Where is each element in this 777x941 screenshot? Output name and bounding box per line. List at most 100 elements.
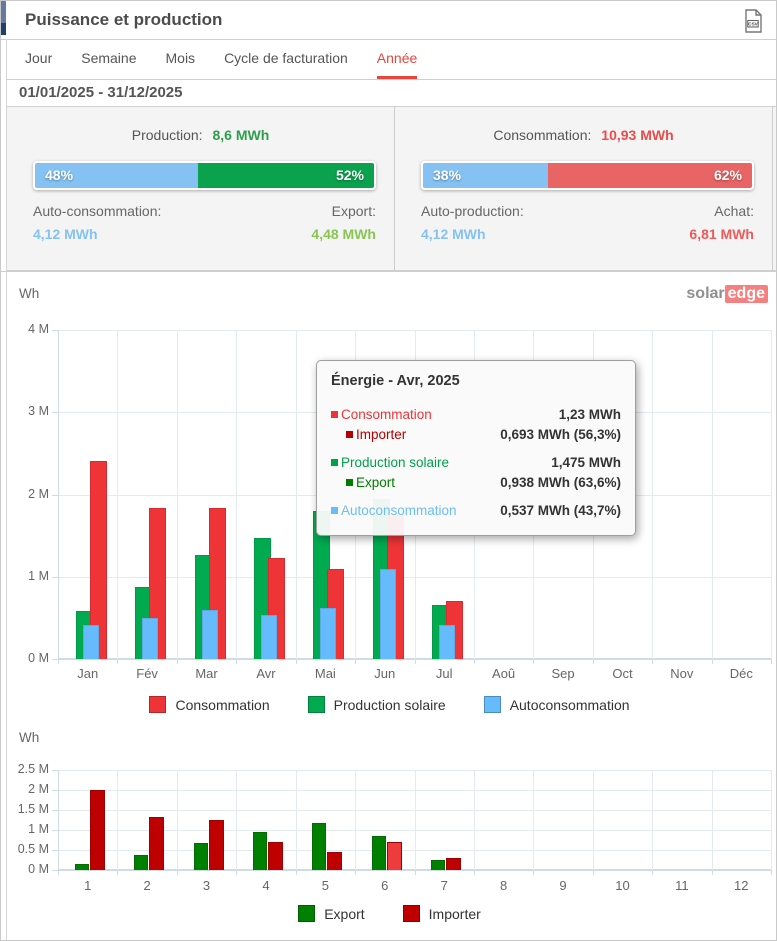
bar-importer-5[interactable] <box>327 852 343 870</box>
legend-label: Export <box>324 905 365 922</box>
x-tick-label: Mar <box>195 666 218 681</box>
x-tick-label: 12 <box>734 878 749 893</box>
selfproduction-stat: Auto-production: 4,12 MWh <box>421 203 524 242</box>
x-tick-label: 8 <box>499 878 508 893</box>
x-axis-tick <box>652 659 654 664</box>
x-tick-label: Aoû <box>492 666 516 681</box>
gridline-vertical <box>711 330 713 659</box>
tooltip-series-swatch-icon <box>331 507 338 514</box>
gridline-vertical <box>533 770 535 870</box>
chart-legend: Export Importer <box>1 905 776 922</box>
legend-item-production-solaire[interactable]: Production solaire <box>307 696 446 713</box>
nav-edge-strip-dark <box>1 23 6 35</box>
gridline-vertical <box>652 770 654 870</box>
bar-importer-7[interactable] <box>446 858 462 870</box>
bar-autoconsommation-jan[interactable] <box>82 625 99 659</box>
tab-jour[interactable]: Jour <box>25 50 53 66</box>
gridline-vertical <box>117 770 119 870</box>
x-axis-tick <box>176 870 178 875</box>
y-tick-label: 1 M <box>28 568 49 583</box>
consumption-title: Consommation: 10,93 MWh <box>395 127 772 143</box>
legend-item-importer[interactable]: Importer <box>402 905 481 922</box>
bar-export-6[interactable] <box>371 836 386 870</box>
bar-export-2[interactable] <box>134 855 149 870</box>
bar-autoconsommation-mai[interactable] <box>320 608 337 659</box>
gridline-vertical <box>711 770 713 870</box>
gridline-vertical <box>652 330 654 659</box>
x-tick-label: 9 <box>559 878 567 893</box>
legend-label: Importer <box>428 905 481 922</box>
selfproduction-label: Auto-production: <box>421 203 524 219</box>
bar-autoconsommation-fev[interactable] <box>142 618 159 659</box>
bar-autoconsommation-jun[interactable] <box>379 569 396 659</box>
bar-autoconsommation-avr[interactable] <box>260 615 277 659</box>
tooltip-series-label: Consommation <box>331 405 432 424</box>
tooltip-series-label: Autoconsommation <box>331 501 457 520</box>
legend-item-autoconsommation[interactable]: Autoconsommation <box>483 696 630 713</box>
tooltip-row-autoconsommation: Autoconsommation 0,537 MWh (43,7%) <box>331 501 621 520</box>
y-tick-label: 4 M <box>28 322 49 336</box>
x-axis-tick <box>176 659 178 664</box>
x-axis-tick <box>117 659 119 664</box>
bar-importer-3[interactable] <box>208 820 224 870</box>
bar-export-1[interactable] <box>74 864 89 870</box>
legend-swatch-production-solaire <box>307 696 325 713</box>
bar-importer-1[interactable] <box>89 790 105 870</box>
solaredge-logo-edge: edge <box>724 285 768 303</box>
production-title: Production: 8,6 MWh <box>7 127 394 143</box>
csv-export-button[interactable]: CSV <box>742 8 764 34</box>
tab-mois[interactable]: Mois <box>165 50 196 66</box>
bar-importer-6[interactable] <box>386 842 402 870</box>
y-tick-label: 2 M <box>28 486 49 501</box>
x-axis-tick <box>473 870 475 875</box>
bar-autoconsommation-mar[interactable] <box>201 610 218 659</box>
bar-autoconsommation-jul[interactable] <box>439 625 456 659</box>
x-tick-label: Jan <box>77 666 99 681</box>
x-axis-tick <box>236 659 238 664</box>
export-label: Export: <box>331 203 376 219</box>
x-tick-label: Jun <box>374 666 396 681</box>
selfconsumption-value: 4,12 MWh <box>33 226 98 242</box>
tooltip-series-value: 1,23 MWh <box>558 407 621 422</box>
y-tick-label: 0 M <box>28 862 49 876</box>
production-value: 8,6 MWh <box>212 127 270 143</box>
export-stat: Export: 4,48 MWh <box>311 203 376 242</box>
bar-export-3[interactable] <box>193 843 208 870</box>
tooltip-series-value: 0,938 MWh (63,6%) <box>500 475 621 490</box>
production-export-segment: 52% <box>197 163 374 188</box>
consumption-value: 10,93 MWh <box>601 127 674 143</box>
summary-panel: Production: 8,6 MWh 48% 52% Auto-consomm… <box>7 107 776 271</box>
selfconsumption-label: Auto-consommation: <box>33 203 162 219</box>
purchase-value: 6,81 MWh <box>689 226 754 242</box>
tab-semaine[interactable]: Semaine <box>81 50 137 66</box>
bar-importer-4[interactable] <box>267 842 283 870</box>
bar-export-7[interactable] <box>431 860 446 870</box>
energy-chart-unit-label: Wh <box>19 286 40 301</box>
x-axis-tick <box>295 870 297 875</box>
tooltip-title: Énergie - Avr, 2025 <box>331 373 460 389</box>
legend-item-export[interactable]: Export <box>298 905 365 922</box>
tab-annee[interactable]: Année <box>376 39 418 79</box>
purchase-stat: Achat: 6,81 MWh <box>689 203 754 242</box>
tab-cycle-de-facturation[interactable]: Cycle de facturation <box>224 50 348 66</box>
x-axis-tick <box>771 870 772 875</box>
y-tick-label: 1.5 M <box>17 802 49 816</box>
bar-export-4[interactable] <box>252 832 267 870</box>
date-range: 01/01/2025 - 31/12/2025 <box>7 80 776 107</box>
legend-item-consommation[interactable]: Consommation <box>149 696 270 713</box>
y-axis-tick <box>52 790 58 791</box>
bar-importer-2[interactable] <box>149 817 165 870</box>
purchase-label: Achat: <box>714 203 754 219</box>
y-axis-tick <box>52 659 58 660</box>
bar-consommation-jan[interactable] <box>89 461 107 659</box>
x-axis-tick <box>533 870 535 875</box>
csv-file-icon: CSV <box>745 9 762 33</box>
bar-export-5[interactable] <box>312 823 327 870</box>
y-tick-label: 3 M <box>28 404 49 419</box>
legend-swatch-export <box>298 905 316 922</box>
page-title: Puissance et production <box>25 10 223 29</box>
tooltip-series-label: Export <box>331 473 395 492</box>
gridline-vertical <box>771 770 772 870</box>
tooltip-series-value: 1,475 MWh <box>551 455 621 470</box>
legend-swatch-importer <box>402 905 420 922</box>
